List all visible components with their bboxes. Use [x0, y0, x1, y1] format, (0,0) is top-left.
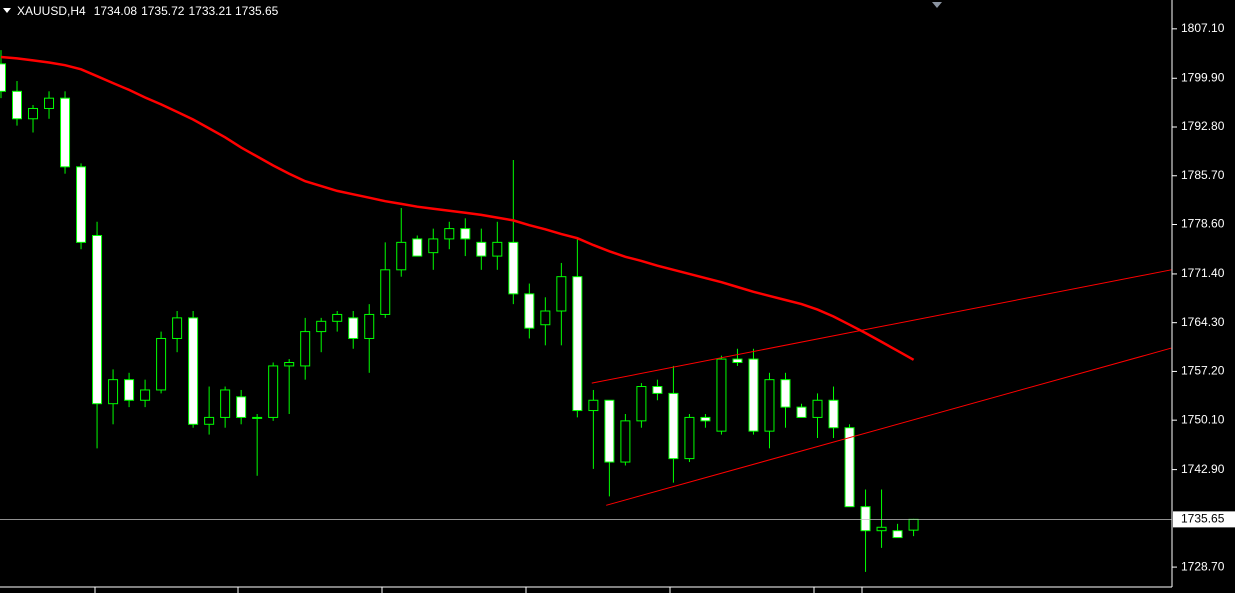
candle-body — [860, 506, 871, 532]
candle-body — [364, 313, 375, 339]
candle-body — [476, 241, 487, 257]
candle-body — [556, 276, 567, 312]
header-close: 1735.65 — [235, 4, 279, 18]
candle-body — [0, 63, 6, 92]
y-tick-label: 1792.80 — [1181, 119, 1225, 133]
candle-body — [700, 416, 711, 422]
candle-body — [268, 365, 279, 418]
candle-body — [684, 416, 695, 460]
candle-body — [460, 228, 471, 240]
candle-body — [844, 427, 855, 508]
header-open: 1734.08 — [94, 4, 138, 18]
candle-body — [396, 241, 407, 271]
candle-body — [828, 399, 839, 429]
y-tick-label: 1799.90 — [1181, 70, 1225, 84]
candle-body — [572, 276, 583, 412]
candle-body — [348, 317, 359, 339]
candle-body — [204, 416, 215, 425]
candle-body — [284, 361, 295, 367]
y-tick-label: 1807.10 — [1181, 21, 1225, 35]
candle-body — [636, 386, 647, 422]
candle-body — [796, 406, 807, 418]
candle-body — [892, 530, 903, 539]
candle-body — [332, 313, 343, 322]
trend-line — [606, 347, 1172, 506]
symbol: XAUUSD,H4 — [17, 4, 86, 18]
candle-body — [444, 228, 455, 240]
y-tick-label: 1750.10 — [1181, 412, 1225, 426]
candle-body — [668, 392, 679, 460]
candle-body — [44, 97, 55, 109]
candle-body — [124, 379, 135, 401]
candle-body — [908, 518, 919, 531]
candle-body — [732, 358, 743, 363]
time-separators — [94, 587, 863, 593]
current-price-label: 1735.65 — [1181, 512, 1225, 526]
candle-body — [652, 386, 663, 394]
candle-body — [172, 317, 183, 339]
candle-body — [60, 97, 71, 168]
candle-body — [300, 331, 311, 367]
candle-body — [604, 399, 615, 463]
y-tick-label: 1764.30 — [1181, 315, 1225, 329]
candle-body — [220, 389, 231, 418]
header-low: 1733.21 — [188, 4, 232, 18]
candle-body — [812, 399, 823, 418]
candle-body — [108, 379, 119, 405]
candle-body — [876, 526, 887, 532]
y-tick-label: 1728.70 — [1181, 559, 1225, 573]
candle-body — [716, 358, 727, 432]
candle-body — [540, 310, 551, 326]
current-price-box — [1173, 511, 1235, 528]
candle-body — [620, 420, 631, 463]
shift-marker — [932, 2, 942, 8]
candle-body — [524, 293, 535, 329]
candle-body — [12, 90, 23, 120]
candle-body — [508, 241, 519, 295]
candle-body — [156, 337, 167, 391]
y-tick-label: 1742.90 — [1181, 462, 1225, 476]
candle-body — [380, 269, 391, 315]
candle-body — [780, 379, 791, 408]
candle-body — [492, 241, 503, 257]
y-tick-label: 1785.70 — [1181, 168, 1225, 182]
moving-average — [0, 55, 915, 361]
chart-header: XAUUSD,H4 1734.08 1735.72 1733.21 1735.65 — [17, 4, 279, 18]
candle-body — [748, 358, 759, 432]
candle-body — [252, 416, 263, 419]
y-tick-label: 1778.60 — [1181, 217, 1225, 231]
candle-body — [76, 166, 87, 243]
menu-arrow[interactable] — [3, 8, 11, 13]
candle-body — [188, 317, 199, 425]
candle-body — [316, 320, 327, 333]
header-high: 1735.72 — [141, 4, 185, 18]
candle-body — [588, 399, 599, 412]
candle-body — [236, 396, 247, 418]
y-tick-label: 1771.40 — [1181, 266, 1225, 280]
candle-body — [92, 234, 103, 405]
trend-line — [591, 269, 1172, 384]
y-tick-label: 1757.20 — [1181, 364, 1225, 378]
candle-body — [28, 107, 39, 120]
candle-body — [140, 389, 151, 401]
candle-body — [764, 379, 775, 432]
candle-body — [428, 238, 439, 254]
candle-body — [412, 238, 423, 257]
